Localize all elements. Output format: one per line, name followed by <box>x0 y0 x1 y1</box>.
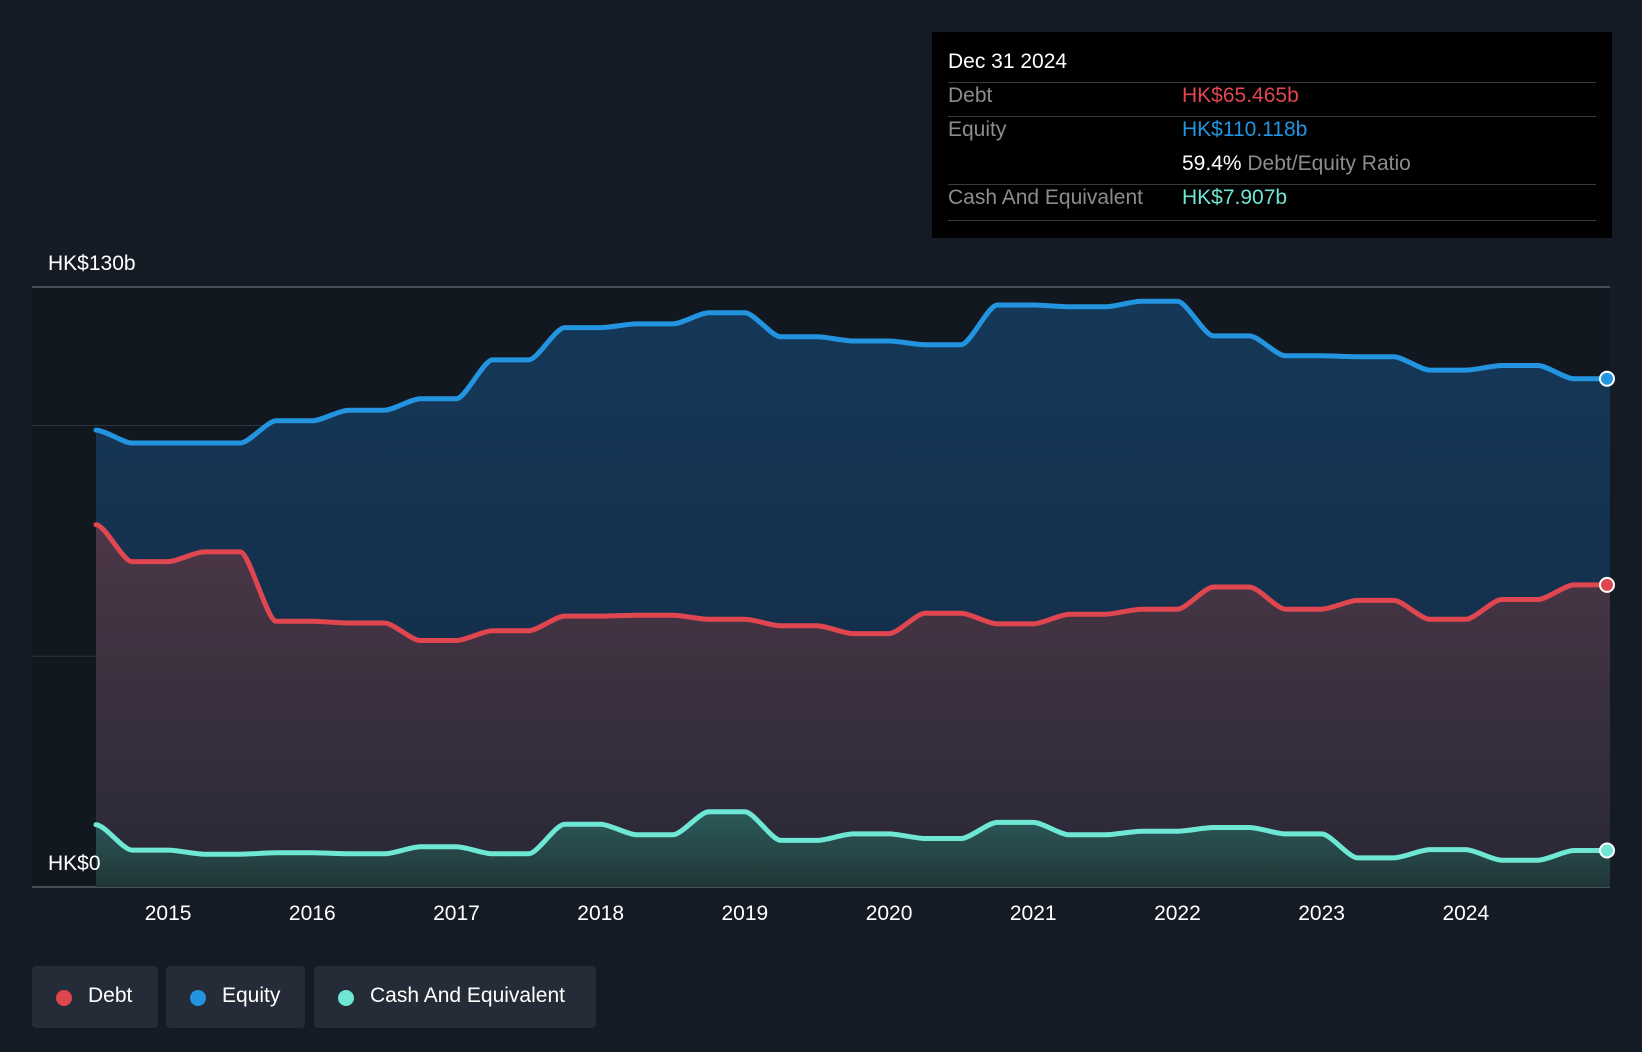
debt-area <box>96 524 1610 887</box>
x-tick-label: 2021 <box>1010 902 1057 925</box>
tooltip-debt-value: HK$65.465b <box>1182 84 1299 107</box>
tooltip-divider <box>948 116 1596 117</box>
equity-dot-icon <box>190 990 206 1006</box>
tooltip-divider <box>948 220 1596 221</box>
cash-line <box>93 809 1613 863</box>
x-tick-label: 2017 <box>433 902 480 925</box>
tooltip-row-ratio: 59.4% Debt/Equity Ratio <box>948 152 1596 182</box>
legend-item-debt[interactable]: Debt <box>32 966 158 1028</box>
legend-item-equity[interactable]: Equity <box>166 966 305 1028</box>
tooltip-equity-label: Equity <box>948 118 1007 141</box>
debt-end-marker <box>1599 576 1615 593</box>
legend-label-equity: Equity <box>222 984 281 1007</box>
cash-end-marker <box>1599 842 1615 859</box>
tooltip-row-equity: Equity HK$110.118b <box>948 118 1596 148</box>
legend-item-cash[interactable]: Cash And Equivalent <box>314 966 596 1028</box>
y-axis-label: HK$130b <box>48 252 136 275</box>
tooltip-equity-value: HK$110.118b <box>1182 118 1308 141</box>
tooltip-ratio-label: Debt/Equity Ratio <box>1247 152 1411 175</box>
tooltip-cash-label: Cash And Equivalent <box>948 186 1143 209</box>
tooltip-row-cash: Cash And Equivalent HK$7.907b <box>948 186 1596 216</box>
equity-end-marker <box>1599 370 1615 387</box>
x-tick-label: 2020 <box>866 902 913 925</box>
x-tick-label: 2016 <box>289 902 336 925</box>
tooltip-ratio: 59.4% Debt/Equity Ratio <box>1182 152 1411 176</box>
tooltip-panel: Dec 31 2024 Debt HK$65.465b Equity HK$11… <box>932 32 1612 238</box>
x-tick-label: 2018 <box>577 902 624 925</box>
x-tick-label: 2022 <box>1154 902 1201 925</box>
tooltip-debt-label: Debt <box>948 84 993 107</box>
cash-area <box>96 811 1610 887</box>
equity-line <box>93 298 1613 446</box>
legend-label-cash: Cash And Equivalent <box>370 984 565 1007</box>
debt-line <box>93 522 1613 643</box>
debt-dot-icon <box>56 990 72 1006</box>
cash-dot-icon <box>338 990 354 1006</box>
tooltip-cash-value: HK$7.907b <box>1182 186 1288 209</box>
x-tick-label: 2019 <box>721 902 768 925</box>
legend-label-debt: Debt <box>88 984 133 1007</box>
tooltip-date: Dec 31 2024 <box>948 50 1068 73</box>
x-tick-label: 2023 <box>1298 902 1345 925</box>
tooltip-divider <box>948 184 1596 185</box>
tooltip-row-debt: Debt HK$65.465b <box>948 84 1596 114</box>
x-tick-label: 2024 <box>1442 902 1489 925</box>
x-tick-label: 2015 <box>145 902 192 925</box>
y-axis-label: HK$0 <box>48 852 101 875</box>
tooltip-divider <box>948 82 1596 83</box>
tooltip-ratio-value: 59.4% <box>1182 152 1242 175</box>
